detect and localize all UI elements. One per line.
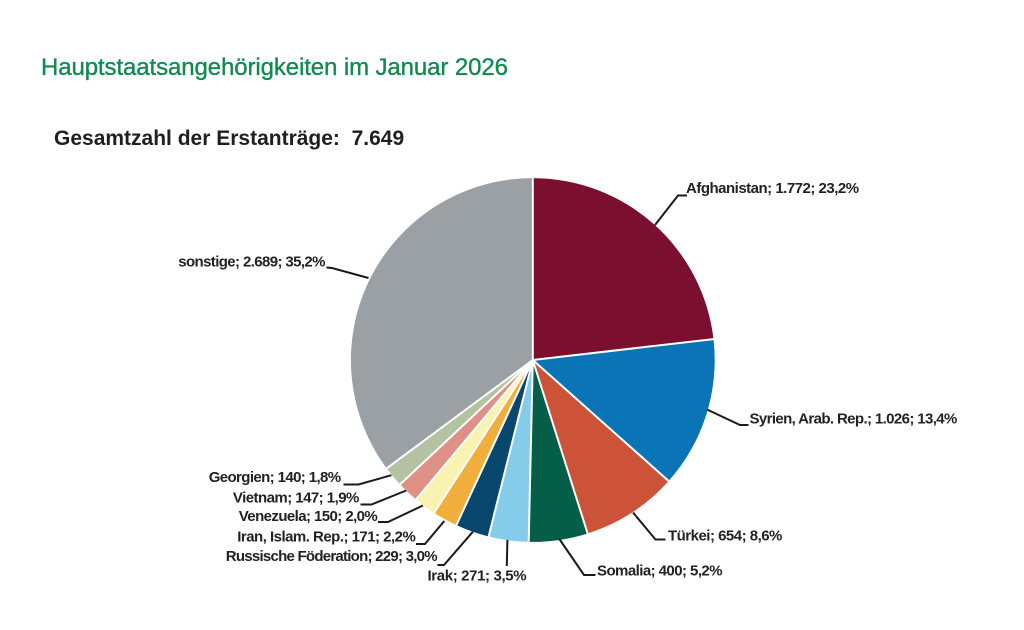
svg-text:Somalia; 400; 5,2%: Somalia; 400; 5,2%: [597, 563, 722, 580]
svg-text:Afghanistan; 1.772; 23,2%: Afghanistan; 1.772; 23,2%: [686, 180, 859, 197]
svg-text:sonstige; 2.689; 35,2%: sonstige; 2.689; 35,2%: [178, 254, 325, 271]
svg-text:Vietnam; 147; 1,9%: Vietnam; 147; 1,9%: [233, 490, 359, 507]
svg-text:Iran, Islam. Rep.; 171; 2,2%: Iran, Islam. Rep.; 171; 2,2%: [237, 529, 415, 546]
svg-text:Venezuela; 150; 2,0%: Venezuela; 150; 2,0%: [239, 508, 378, 525]
svg-text:Gesamtzahl der Erstanträge: 7: Gesamtzahl der Erstanträge: 7.649: [54, 127, 404, 150]
svg-text:Hauptstaatsangehörigkeiten im: Hauptstaatsangehörigkeiten im Januar 202…: [41, 54, 508, 81]
svg-text:Russische Föderation; 229; 3,0: Russische Föderation; 229; 3,0%: [226, 548, 437, 565]
svg-text:Irak; 271; 3,5%: Irak; 271; 3,5%: [428, 568, 527, 585]
svg-text:Türkei; 654; 8,6%: Türkei; 654; 8,6%: [668, 528, 782, 545]
svg-text:Georgien; 140; 1,8%: Georgien; 140; 1,8%: [209, 469, 341, 486]
svg-text:Syrien, Arab. Rep.; 1.026; 13,: Syrien, Arab. Rep.; 1.026; 13,4%: [750, 411, 957, 428]
